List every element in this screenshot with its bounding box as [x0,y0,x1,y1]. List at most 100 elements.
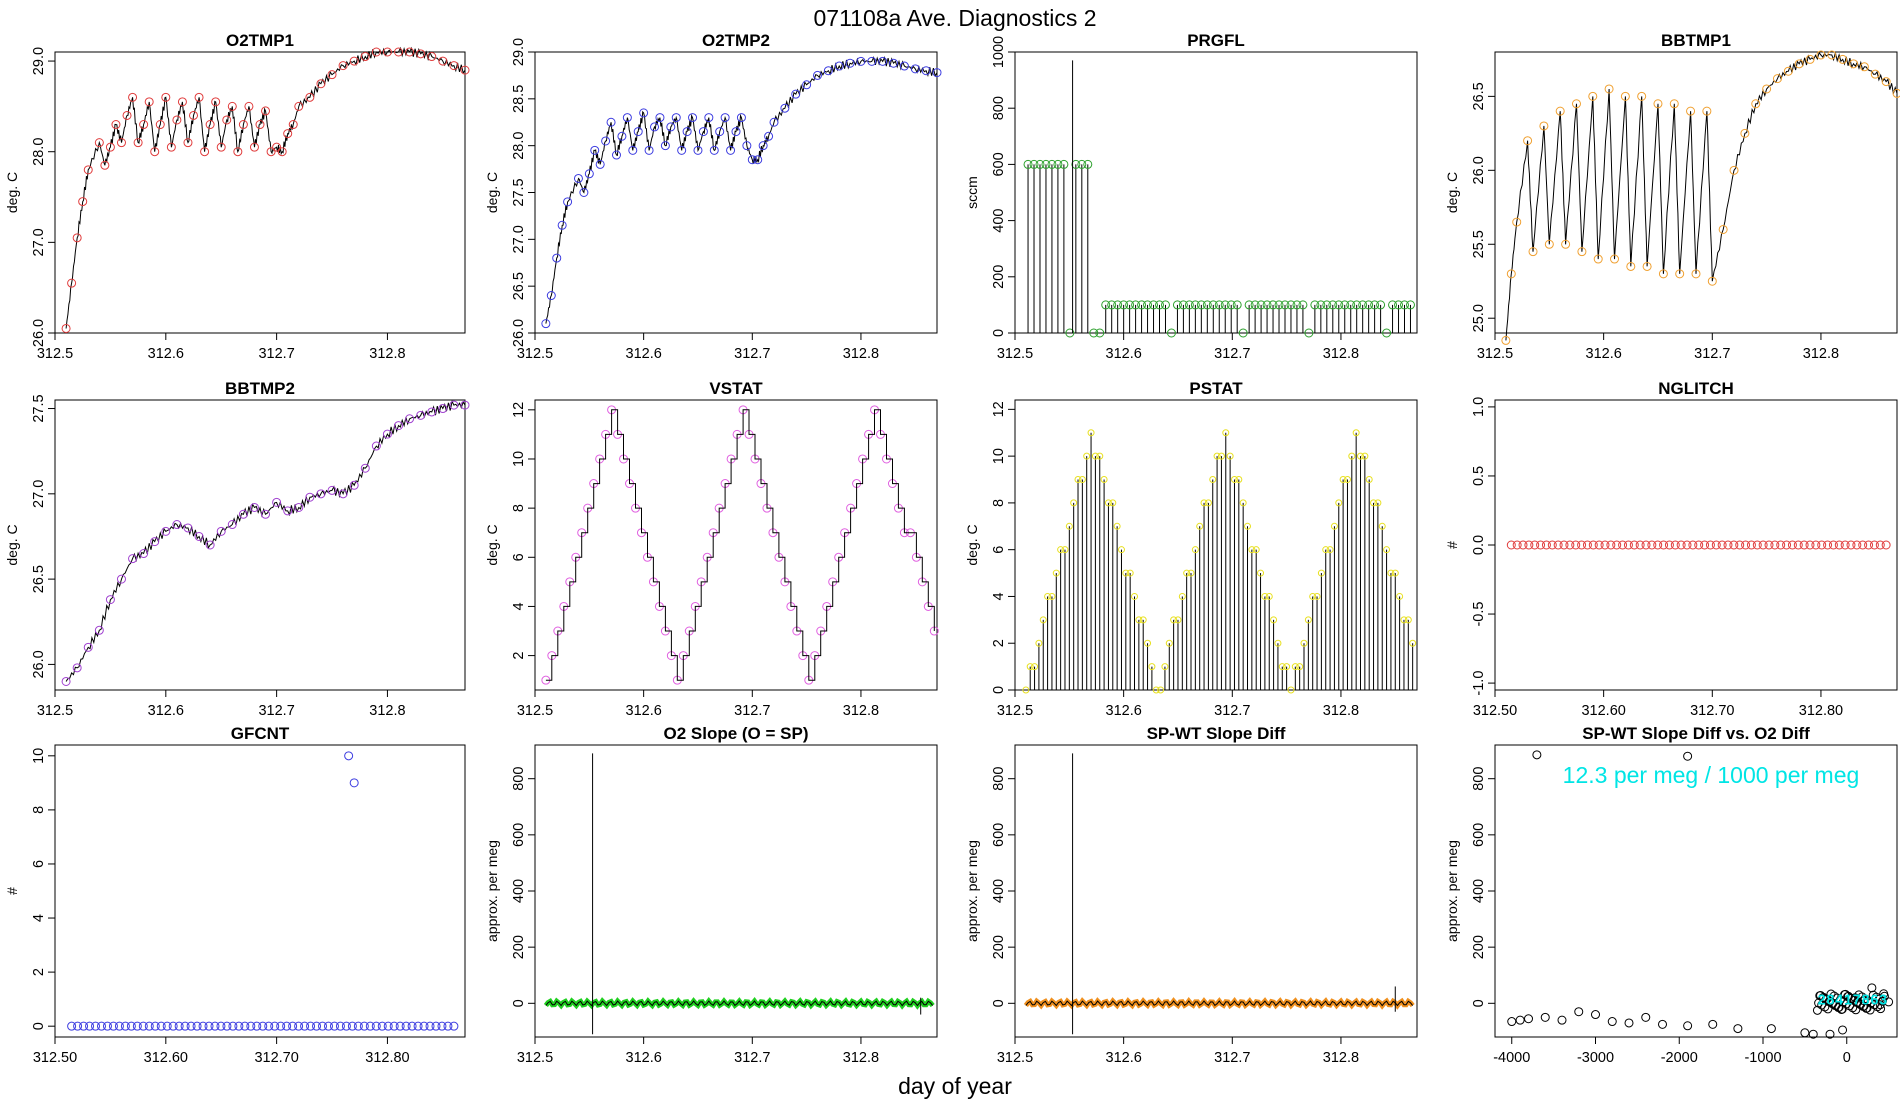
panel-title: SP-WT Slope Diff vs. O2 Diff [1582,724,1810,743]
data-point [1057,546,1065,554]
data-point [1091,452,1099,460]
data-point [312,1021,322,1031]
data-point [1805,54,1815,64]
data-point [1594,540,1604,550]
data-point [438,404,448,414]
data-point [1658,1019,1667,1029]
data-point [1125,300,1135,310]
data-point [133,138,143,148]
data-point [1541,540,1551,550]
data-point [1155,300,1165,310]
data-point [1404,616,1412,624]
panel-title: PRGFL [1187,31,1245,50]
data-point [1256,300,1266,310]
data-point [1304,328,1314,338]
y-tick-label: 26.0 [511,319,527,347]
data-point [227,520,237,530]
data-point [1170,616,1178,624]
y-axis-label: deg. C [484,172,500,213]
data-point [1828,540,1838,550]
data-point [1752,540,1762,550]
data-point [276,1021,286,1031]
data-point [1852,540,1862,550]
y-tick-label: 4 [991,592,1007,600]
x-tick-label: 312.7 [734,703,770,719]
data-point [1137,300,1147,310]
data-point [1859,62,1869,72]
plot-frame [54,744,466,1038]
panel-spwt_vs_o2: SP-WT Slope Diff vs. O2 Diff -4000 -3000 -2… [1444,724,1898,1066]
series-line [1505,51,1898,341]
data-point [150,1021,160,1031]
data-point [183,138,193,148]
y-tick-label: 2 [511,652,527,660]
data-point [1139,616,1147,624]
y-axis-label: approx. per meg [484,840,500,942]
data-point [1524,1014,1533,1024]
data-point [1793,540,1803,550]
data-point [742,141,752,151]
data-point [622,113,632,123]
data-point [1352,300,1362,310]
data-point [234,1021,244,1031]
x-tick-label: 312.80 [365,1050,409,1066]
data-point [189,110,199,120]
x-tick-label: 312.7 [1214,703,1250,719]
data-point [1858,540,1868,550]
data-point [1287,686,1295,694]
panel-spwtslope: SP-WT Slope Diff 312.5 312.6 312.7 312.8 0 200… [964,724,1418,1066]
y-tick-label: 26.0 [1471,156,1487,184]
data-point [305,492,315,502]
data-point [688,113,698,123]
data-point [261,509,271,519]
figure-title: 071108a Ave. Diagnostics 2 [813,5,1096,31]
data-point [878,56,888,66]
x-tick-label: 312.5 [37,346,73,362]
data-point [1711,540,1721,550]
x-tick-label: 312.8 [1323,1050,1359,1066]
data-point [1772,74,1782,84]
x-tick-label: 312.8 [843,1050,879,1066]
data-point [1600,540,1610,550]
data-point [238,120,248,130]
data-point [305,92,315,102]
x-tick-label: 312.7 [734,1050,770,1066]
data-point [677,145,687,155]
data-point [1074,476,1082,484]
data-point [1838,54,1848,64]
plot-frame [1494,399,1898,691]
data-point [186,1021,196,1031]
x-tick-label: 312.5 [1477,346,1513,362]
y-tick-label: 0.5 [1471,466,1487,486]
data-point [1352,429,1360,437]
data-marks [61,46,470,333]
data-point [1840,540,1850,550]
y-tick-label: 0 [991,329,1007,337]
y-axis-label: deg. C [964,524,980,565]
y-axis-label: deg. C [484,524,500,565]
y-tick-label: 27.0 [31,480,47,508]
data-point [120,1021,130,1031]
data-point [94,138,104,148]
data-point [899,61,909,71]
data-point [1604,84,1614,94]
data-point [1400,616,1408,624]
data-point [438,56,448,66]
y-tick-label: 400 [511,879,527,903]
cluster-label: 1 [1844,993,1852,1009]
y-tick-label: 1000 [991,36,1007,68]
data-point [1515,1015,1525,1025]
data-marks [1022,429,1417,694]
panel-title: VSTAT [709,379,763,398]
data-point [1174,616,1182,624]
data-point [1864,540,1874,550]
data-point [1629,540,1639,550]
x-tick-label: 312.50 [1473,703,1517,719]
data-point [255,120,265,130]
data-point [1280,300,1290,310]
data-point [431,1021,441,1031]
data-point [1700,540,1710,550]
data-marks [1501,50,1900,345]
data-point [1039,616,1047,624]
data-point [1270,616,1278,624]
